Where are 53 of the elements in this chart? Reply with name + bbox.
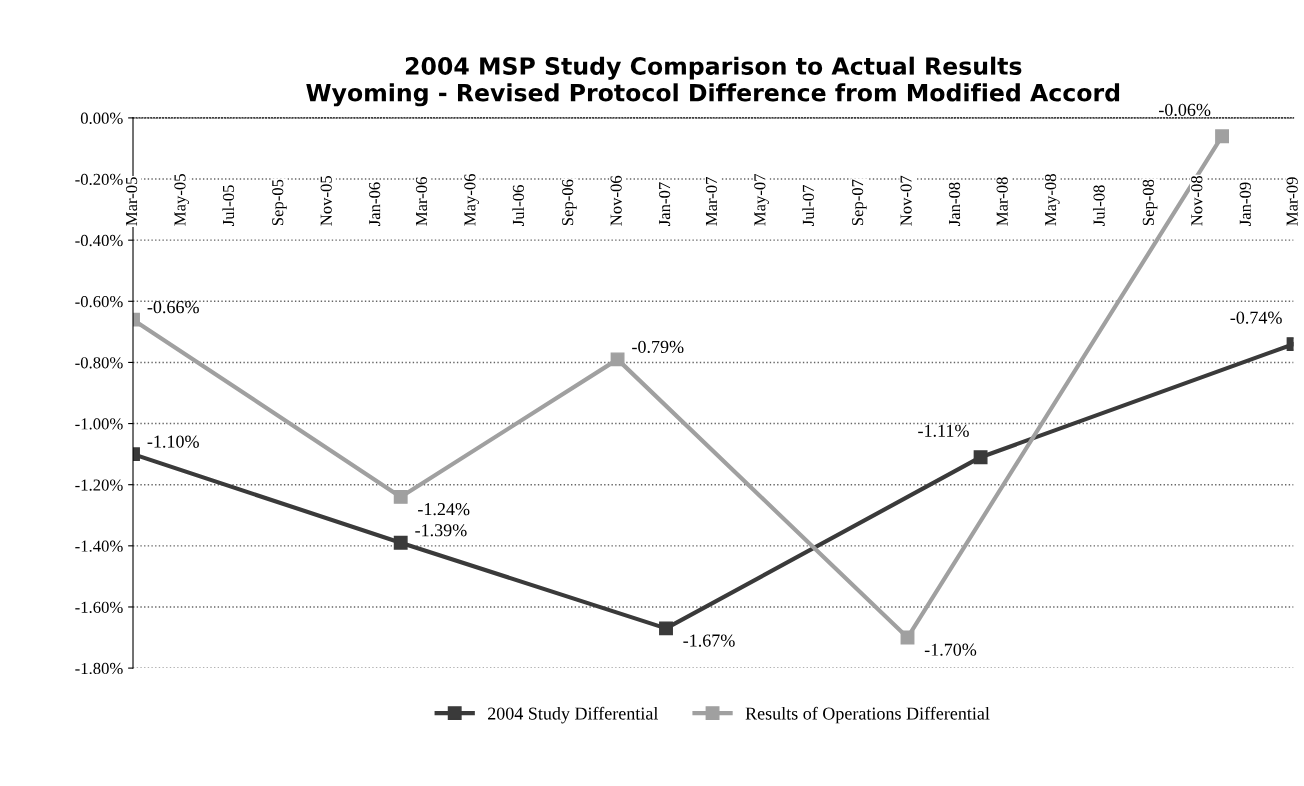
y-tick-label: -1.60% bbox=[75, 601, 123, 613]
x-tick-label: Jul-08 bbox=[1092, 185, 1105, 226]
x-tick-label: Nov-08 bbox=[1191, 175, 1203, 226]
data-label: -0.06% bbox=[1158, 103, 1211, 116]
y-tick-label: -0.40% bbox=[75, 234, 123, 247]
x-tick-label: May-06 bbox=[464, 173, 479, 226]
y-tick-label: -1.40% bbox=[75, 540, 123, 552]
x-tick-label: Mar-06 bbox=[415, 177, 428, 226]
data-label: -1.70% bbox=[924, 643, 977, 656]
y-tick-label: 0.00% bbox=[80, 112, 123, 124]
y-tick-label: -1.00% bbox=[75, 418, 123, 430]
y-tick-label: -1.20% bbox=[75, 479, 123, 491]
x-tick-label: Mar-08 bbox=[996, 177, 1008, 226]
y-tick-label: -0.20% bbox=[75, 173, 123, 186]
x-tick-label: Nov-05 bbox=[320, 175, 332, 226]
data-label: -0.66% bbox=[147, 301, 199, 314]
y-tick-label: -0.60% bbox=[75, 296, 123, 308]
x-tick-label: Jan-09 bbox=[1239, 182, 1251, 226]
x-tick-label: Sep-07 bbox=[851, 179, 867, 226]
data-label: -0.79% bbox=[632, 340, 684, 354]
x-tick-label: Jan-08 bbox=[948, 182, 961, 226]
data-label: -1.39% bbox=[415, 524, 467, 537]
point bbox=[973, 450, 988, 465]
x-tick-label: Nov-06 bbox=[610, 175, 622, 226]
y-tick-label: -0.80% bbox=[75, 357, 123, 369]
x-tick-label: Mar-09 bbox=[1286, 177, 1298, 226]
legend-label: Results of Operations Differential bbox=[745, 706, 990, 724]
x-tick-label: Mar-05 bbox=[125, 177, 138, 226]
data-label: -0.74% bbox=[1230, 311, 1282, 324]
chart-title: 2004 MSP Study Comparison to Actual Results Wyoming - Revised Protocol Difference from Modified Accord bbox=[306, 56, 1120, 107]
legend-label: 2004 Study Differential bbox=[488, 706, 659, 724]
y-tick-label: -1.80% bbox=[75, 662, 123, 675]
x-tick-label: Sep-08 bbox=[1142, 179, 1158, 226]
data-label: -1.10% bbox=[147, 435, 199, 448]
data-label: -1.24% bbox=[418, 503, 470, 516]
point bbox=[659, 621, 673, 636]
x-tick-label: May-08 bbox=[1044, 174, 1060, 226]
data-label: -1.67% bbox=[683, 634, 735, 647]
x-tick-label: Jan-07 bbox=[658, 182, 671, 226]
x-tick-label: Jul-07 bbox=[802, 185, 814, 226]
point bbox=[393, 489, 408, 504]
data-label: -1.11% bbox=[918, 424, 969, 437]
point bbox=[610, 352, 625, 367]
x-tick-label: Nov-07 bbox=[900, 175, 912, 226]
x-tick-label: Mar-07 bbox=[705, 177, 718, 226]
x-tick-label: Jul-06 bbox=[512, 185, 525, 226]
x-tick-label: May-07 bbox=[754, 173, 769, 226]
x-tick-label: May-05 bbox=[174, 174, 190, 226]
point bbox=[393, 535, 408, 550]
x-tick-label: Sep-06 bbox=[562, 179, 577, 226]
x-tick-label: Jul-05 bbox=[222, 185, 235, 226]
x-tick-label: Sep-05 bbox=[272, 179, 287, 226]
x-tick-label: Jan-06 bbox=[369, 182, 381, 226]
